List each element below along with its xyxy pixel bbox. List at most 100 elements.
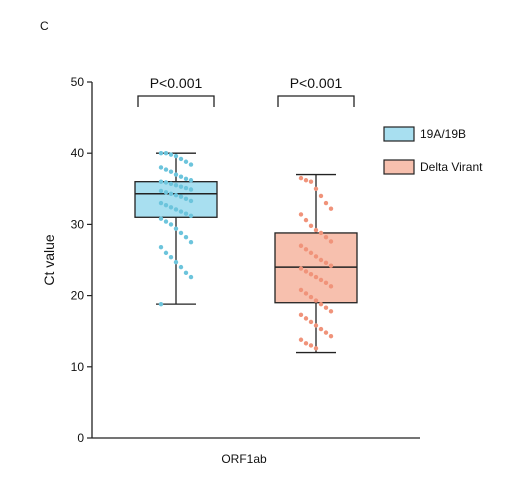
legend-swatch — [383, 159, 415, 175]
data-point — [158, 188, 164, 194]
data-point — [158, 200, 164, 206]
data-point — [178, 264, 184, 270]
data-point — [313, 323, 319, 328]
data-point — [158, 216, 164, 221]
data-point — [163, 219, 169, 224]
significance-bracket: P<0.001 — [137, 75, 215, 107]
data-point — [188, 274, 194, 280]
data-point — [308, 179, 314, 184]
panel-label: C — [40, 19, 49, 33]
data-point — [163, 250, 169, 256]
data-point — [173, 193, 179, 198]
data-point — [323, 260, 329, 266]
data-point — [158, 151, 164, 156]
data-point — [163, 151, 169, 156]
data-point — [163, 190, 169, 195]
data-point — [308, 294, 314, 300]
data-point — [158, 301, 164, 307]
data-point — [323, 330, 329, 335]
x-axis-label: ORF1ab — [221, 452, 267, 466]
data-point — [298, 243, 304, 248]
box-delta-virant — [274, 173, 358, 354]
data-point — [313, 298, 319, 303]
data-point — [328, 263, 334, 268]
legend: 19A/19B Delta Virant — [383, 126, 483, 175]
data-point — [328, 239, 334, 244]
data-point — [303, 247, 309, 252]
p-value-label: P<0.001 — [150, 75, 203, 91]
data-point — [163, 202, 169, 208]
data-point — [168, 152, 174, 157]
data-point — [298, 175, 304, 181]
data-point — [168, 191, 174, 196]
data-point — [323, 235, 329, 240]
data-point — [183, 159, 189, 164]
data-point — [308, 343, 314, 348]
data-point — [188, 213, 194, 219]
y-tick-label: 20 — [71, 289, 85, 303]
data-point — [308, 223, 314, 229]
legend-item: 19A/19B — [383, 126, 466, 142]
data-point — [173, 172, 179, 177]
data-point — [178, 230, 184, 236]
data-point — [298, 337, 304, 342]
data-point — [303, 269, 309, 274]
data-point — [188, 240, 194, 245]
data-point — [188, 198, 194, 204]
data-point — [173, 226, 179, 231]
data-point — [318, 257, 324, 263]
data-point — [323, 200, 329, 206]
data-point — [163, 167, 169, 172]
data-point — [178, 174, 184, 179]
data-point — [183, 235, 189, 240]
data-point — [318, 193, 324, 199]
y-tick-label: 50 — [71, 75, 85, 89]
data-point — [313, 346, 319, 351]
data-point — [298, 212, 304, 217]
data-point — [188, 162, 194, 167]
data-point — [313, 254, 319, 259]
data-point — [298, 266, 304, 271]
data-point — [303, 316, 309, 321]
data-point — [318, 230, 324, 236]
y-tick-label: 0 — [77, 431, 84, 445]
legend-label: 19A/19B — [420, 127, 466, 141]
data-point — [323, 305, 329, 310]
data-point — [168, 222, 174, 227]
data-point — [168, 169, 174, 174]
data-point — [178, 156, 184, 162]
data-point — [308, 250, 314, 256]
data-point — [168, 254, 174, 260]
data-point — [308, 319, 314, 325]
data-point — [303, 341, 309, 346]
data-point — [303, 217, 309, 223]
data-point — [183, 270, 189, 276]
bracket-line — [137, 95, 215, 107]
data-point — [183, 176, 189, 182]
significance-bracket: P<0.001 — [277, 75, 355, 107]
y-tick-label: 30 — [71, 217, 85, 231]
data-point — [188, 178, 194, 183]
data-point — [178, 194, 184, 199]
legend-item: Delta Virant — [383, 159, 483, 175]
data-point — [173, 153, 179, 159]
data-point — [313, 186, 319, 191]
legend-swatch — [383, 126, 415, 142]
data-point — [163, 180, 169, 185]
y-tick-label: 40 — [71, 146, 85, 160]
data-point — [318, 326, 324, 332]
data-point — [318, 277, 324, 283]
data-point — [178, 209, 184, 214]
significance-brackets: P<0.001 P<0.001 — [137, 75, 355, 107]
data-point — [313, 274, 319, 280]
data-point — [158, 179, 164, 184]
data-point — [308, 272, 314, 277]
y-tick-label: 10 — [71, 360, 85, 374]
data-point — [173, 183, 179, 188]
data-point — [318, 301, 324, 307]
data-point — [168, 181, 174, 187]
data-point — [173, 207, 179, 212]
data-point — [298, 287, 304, 293]
data-point — [168, 205, 174, 210]
